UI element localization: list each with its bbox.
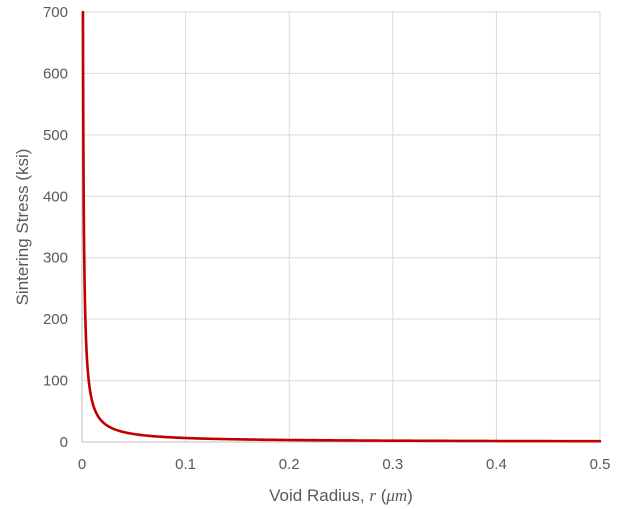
x-tick-label: 0.4 bbox=[486, 456, 507, 473]
x-tick-label: 0.5 bbox=[590, 456, 611, 473]
y-tick-label: 200 bbox=[43, 311, 68, 328]
series-line bbox=[81, 10, 602, 443]
y-tick-label: 0 bbox=[60, 434, 68, 451]
y-axis-title: Sintering Stress (ksi) bbox=[13, 149, 32, 306]
x-axis-title: Void Radius, r (μm) bbox=[269, 486, 413, 505]
x-axis-title-var: r bbox=[369, 486, 376, 505]
y-tick-label: 600 bbox=[43, 65, 68, 82]
axes bbox=[81, 12, 600, 443]
x-axis-title-paren-open: ( bbox=[376, 486, 387, 505]
y-tick-label: 500 bbox=[43, 127, 68, 144]
tick-labels: 0 100 200 300 400 500 600 700 0 0.1 0.2 0.3 0.4 0.5 bbox=[43, 4, 610, 473]
x-tick-label: 0.1 bbox=[175, 456, 196, 473]
x-axis-title-unit: μm bbox=[385, 486, 407, 505]
x-axis-title-text: Void Radius, bbox=[269, 486, 369, 505]
series-layer bbox=[81, 10, 602, 443]
x-axis-title-paren-close: ) bbox=[407, 486, 413, 505]
y-tick-label: 700 bbox=[43, 4, 68, 21]
y-tick-label: 400 bbox=[43, 188, 68, 205]
y-tick-label: 100 bbox=[43, 373, 68, 390]
x-tick-label: 0.3 bbox=[382, 456, 403, 473]
y-tick-label: 300 bbox=[43, 250, 68, 267]
gridlines bbox=[82, 11, 601, 442]
x-tick-label: 0 bbox=[78, 456, 86, 473]
x-tick-label: 0.2 bbox=[279, 456, 300, 473]
